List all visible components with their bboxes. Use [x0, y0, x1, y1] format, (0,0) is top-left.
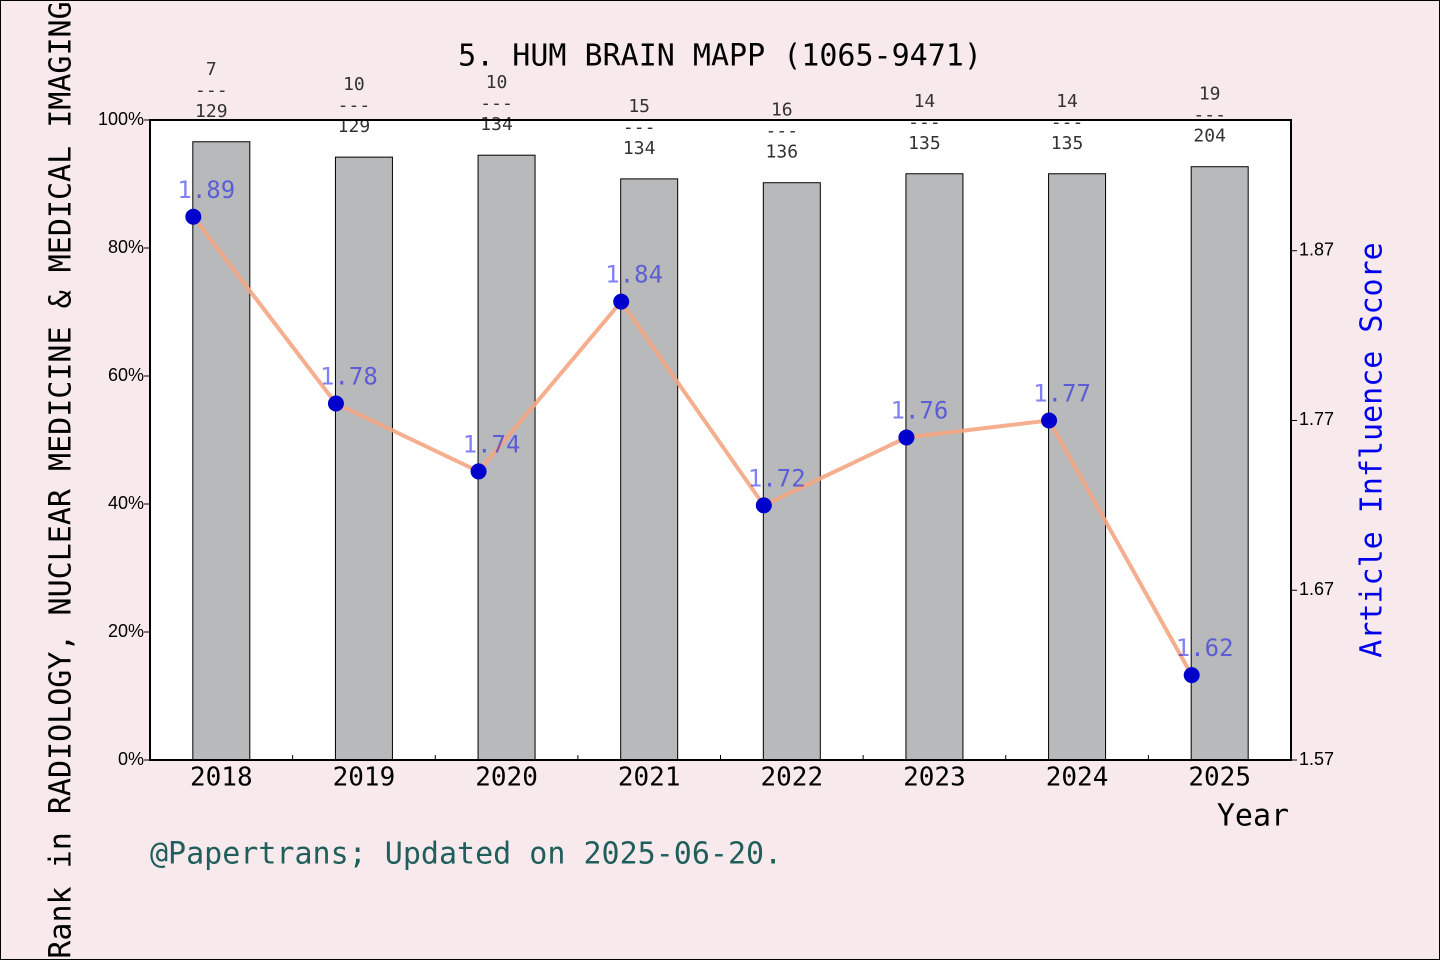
rank-annotation: 135	[1051, 133, 1084, 154]
rank-annotation: ---	[766, 121, 799, 142]
line-point	[470, 463, 487, 480]
x-axis-label: Year	[1217, 799, 1289, 834]
rank-annotation: ---	[338, 95, 371, 116]
y-axis-label: Rank in RADIOLOGY, NUCLEAR MEDICINE & ME…	[44, 1, 79, 958]
bar	[1190, 166, 1249, 761]
value-label: 1.77	[1033, 379, 1091, 407]
footer: @Papertrans; Updated on 2025-06-20.	[150, 837, 782, 872]
rank-annotation: 14	[914, 91, 936, 112]
chart-title: 5. HUM BRAIN MAPP (1065-9471)	[458, 39, 982, 74]
y-tick-label: 0%	[118, 749, 144, 769]
value-label: 1.78	[320, 363, 378, 391]
rank-annotation: 14	[1056, 91, 1078, 112]
rank-annotation: ---	[195, 80, 228, 101]
rank-annotation: ---	[1051, 112, 1084, 133]
rank-annotation: 7	[206, 59, 217, 80]
y-tick-label: 100%	[98, 109, 144, 129]
value-label: 1.74	[463, 430, 521, 458]
y-tick-label: 60%	[108, 365, 144, 385]
line-point	[898, 429, 915, 446]
y2-tick-label: 1.77	[1299, 409, 1334, 429]
rank-annotation: 10	[486, 72, 508, 93]
rank-annotation: ---	[1193, 105, 1226, 126]
line-point	[755, 497, 772, 514]
line-point	[1183, 667, 1200, 684]
value-label: 1.62	[1176, 634, 1234, 662]
line-point	[185, 208, 202, 225]
value-label: 1.72	[748, 464, 806, 492]
rank-annotation: 135	[908, 133, 941, 154]
y2-tick-label: 1.87	[1299, 239, 1334, 259]
y2-tick-label: 1.67	[1299, 579, 1334, 599]
plot-frame	[149, 119, 1292, 761]
line	[191, 215, 1194, 677]
rank-annotation: 19	[1199, 84, 1221, 105]
value-label: 1.76	[891, 396, 949, 424]
x-tick-label: 2023	[903, 763, 966, 793]
rank-annotation: 204	[1193, 126, 1226, 147]
y2-axis-label: Article Influence Score	[1355, 242, 1390, 657]
plot-area	[150, 120, 1291, 760]
rank-annotation: ---	[623, 117, 656, 138]
rank-annotation: 16	[771, 100, 793, 121]
rank-annotation: 129	[338, 116, 371, 137]
rank-annotation: ---	[480, 93, 513, 114]
y2-tick-label: 1.57	[1299, 749, 1334, 769]
rank-annotation: 134	[480, 114, 513, 135]
x-tick-label: 2021	[618, 763, 681, 793]
bar	[905, 173, 964, 761]
x-tick-label: 2018	[190, 763, 253, 793]
x-tick-label: 2025	[1188, 763, 1251, 793]
x-tick-label: 2020	[475, 763, 538, 793]
rank-annotation: 15	[628, 96, 650, 117]
line-point	[327, 395, 344, 412]
rank-annotation: 129	[195, 101, 228, 122]
bar	[334, 156, 393, 761]
y-tick-label: 40%	[108, 493, 144, 513]
y-tick-label: 20%	[108, 621, 144, 641]
x-tick-label: 2022	[761, 763, 824, 793]
bar	[192, 141, 251, 761]
line-point	[613, 293, 630, 310]
y-tick-label: 80%	[108, 237, 144, 257]
x-tick-label: 2024	[1046, 763, 1109, 793]
value-label: 1.84	[605, 261, 663, 289]
rank-annotation: 134	[623, 138, 656, 159]
line-point	[1041, 412, 1058, 429]
rank-annotation: ---	[908, 112, 941, 133]
rank-annotation: 10	[343, 74, 365, 95]
rank-annotation: 136	[766, 142, 799, 163]
x-tick-label: 2019	[333, 763, 396, 793]
value-label: 1.89	[177, 176, 235, 204]
